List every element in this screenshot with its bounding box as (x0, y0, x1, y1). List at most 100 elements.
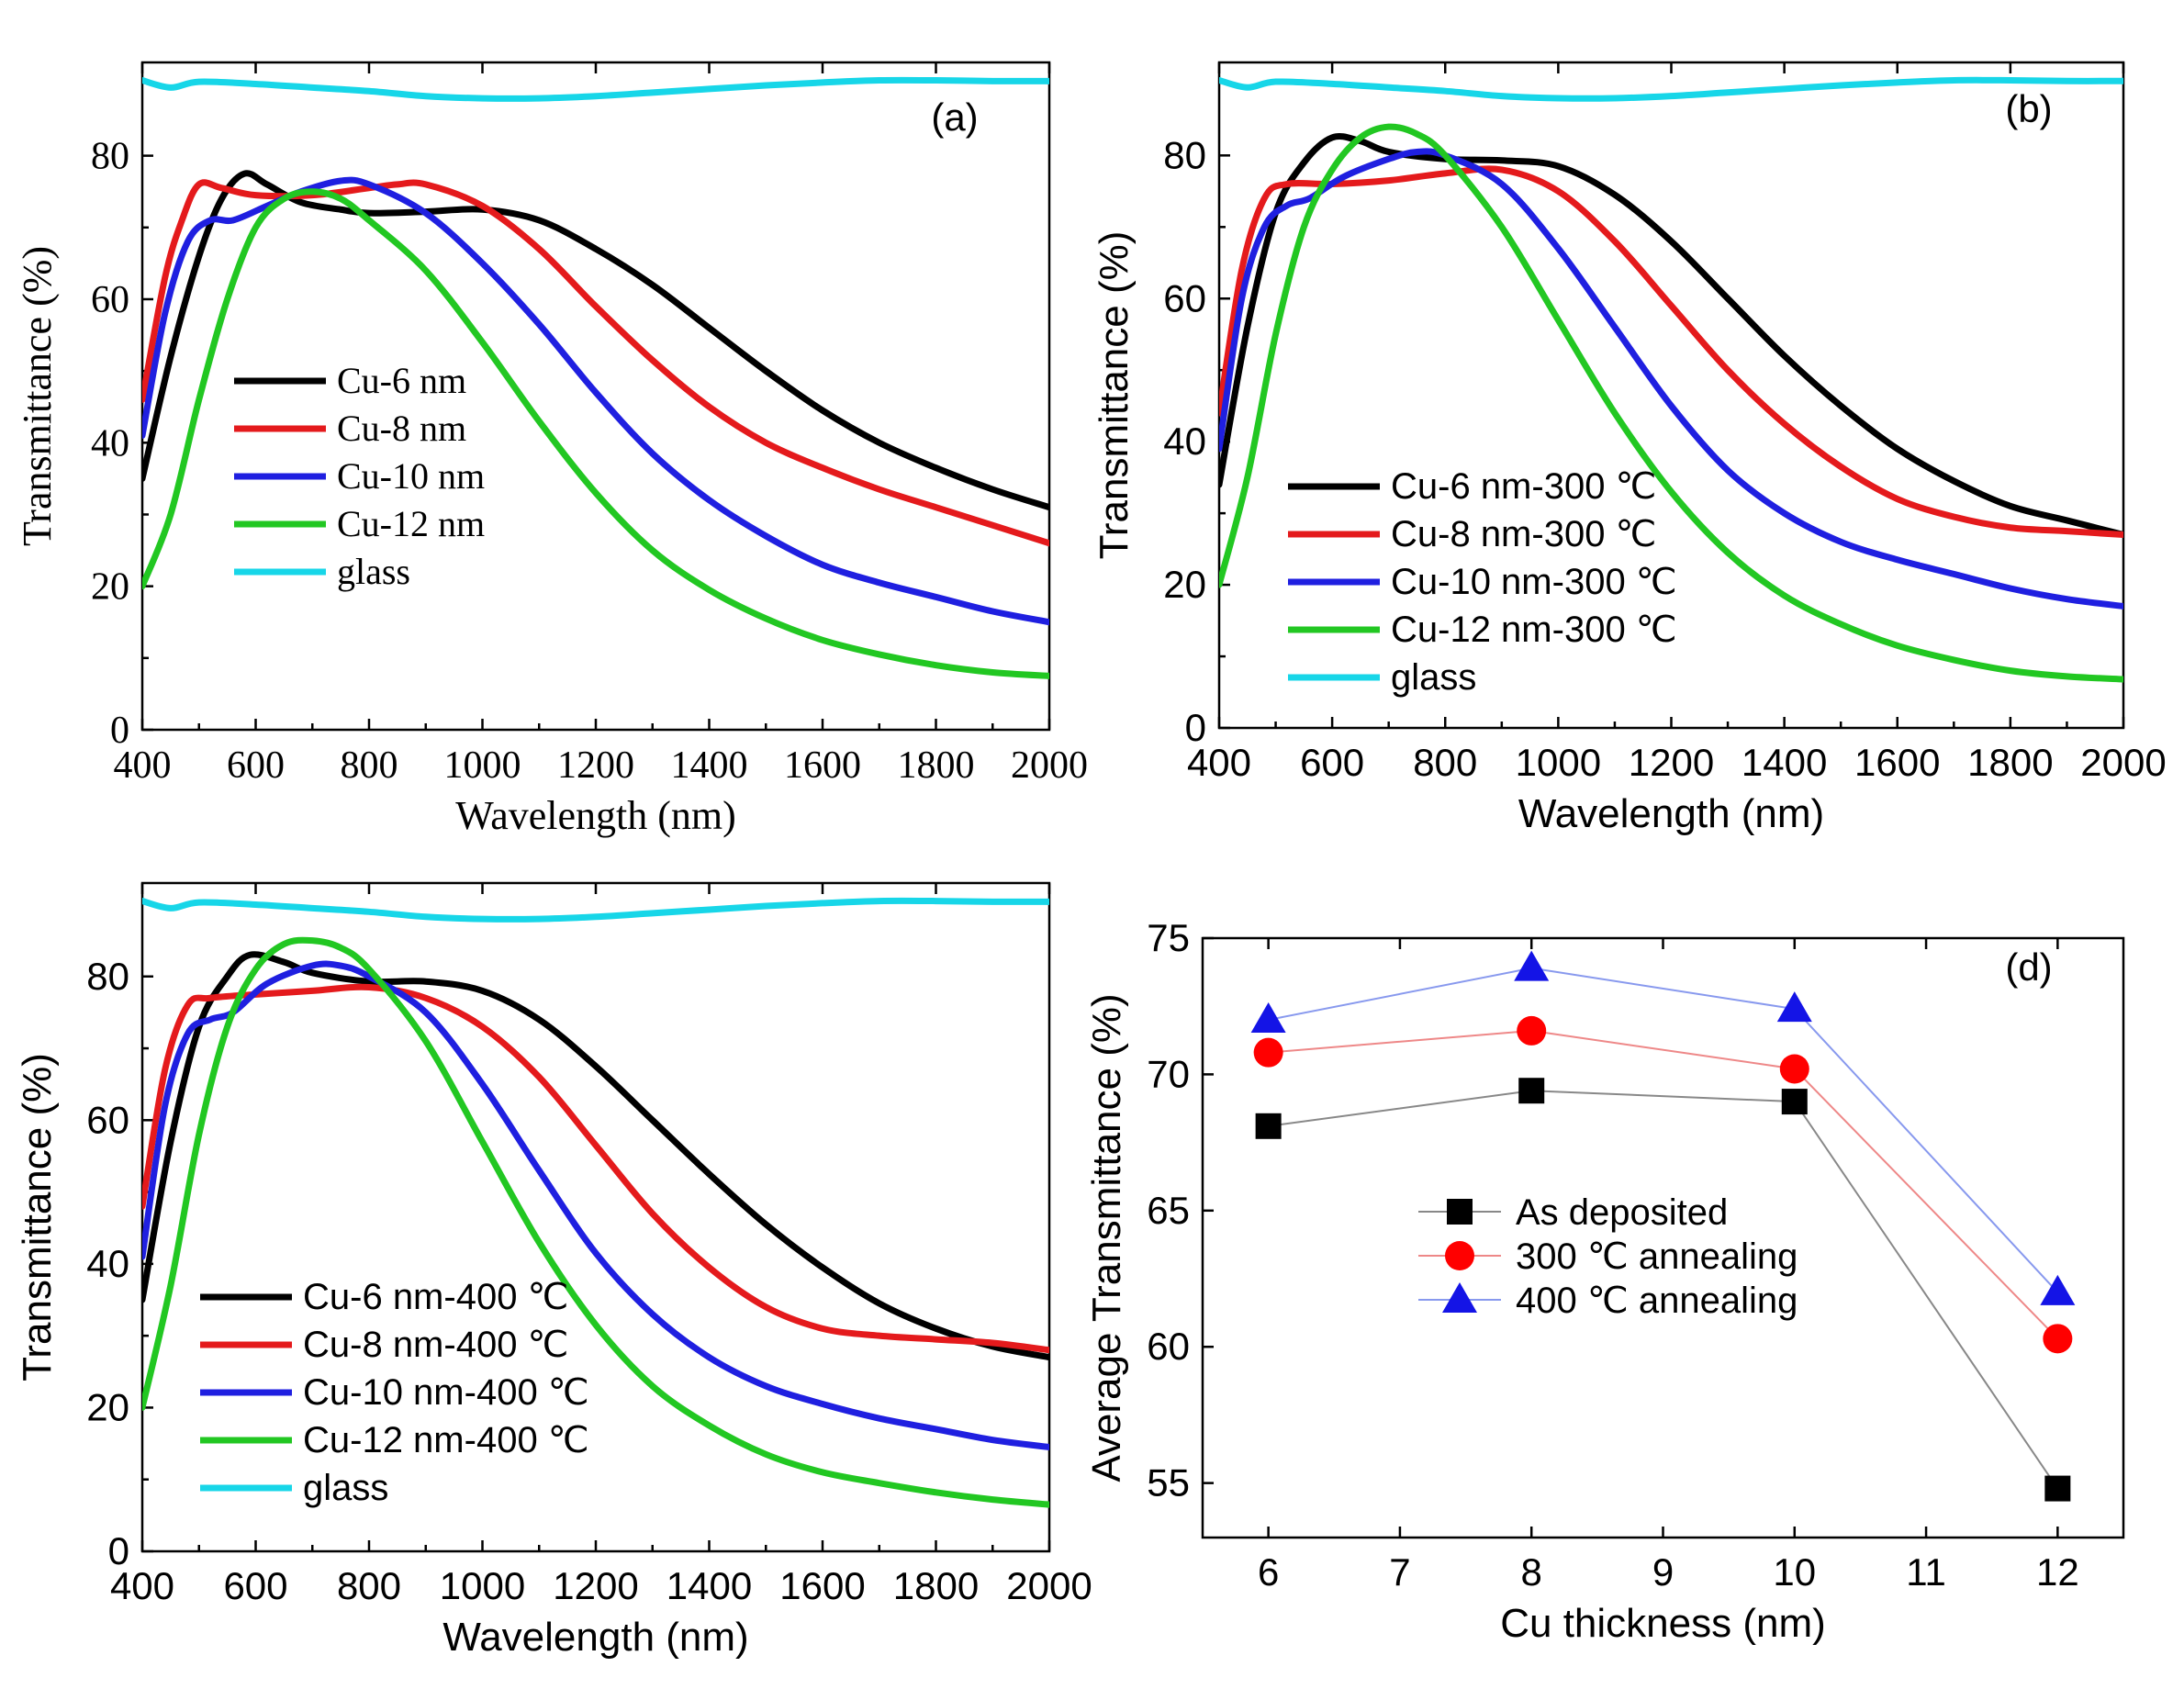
legend-label-3: Cu-12 nm (337, 503, 485, 544)
x-tick-label: 2000 (1011, 744, 1088, 787)
x-tick-label: 7 (1389, 1550, 1410, 1594)
x-tick-label: 1800 (1967, 741, 2053, 784)
legend-label-2: 400 ℃ annealing (1516, 1281, 1798, 1321)
chart-panel-a: 400 600 800 1000 1200 1400 1600 1800 2000 0 20 40 60… (15, 61, 1088, 838)
data-point-0-2 (1781, 1089, 1808, 1115)
x-tick-label: 1400 (666, 1564, 752, 1607)
series-line-4 (142, 76, 1049, 102)
series-line-4 (142, 897, 1049, 923)
panel-label: (a) (931, 95, 978, 139)
x-tick-label: 1800 (898, 744, 975, 787)
y-tick-label: 80 (1163, 133, 1206, 176)
x-tick-label: 1600 (1854, 741, 1940, 784)
series-line-3 (142, 936, 1049, 1508)
series-group (1219, 76, 2123, 683)
series-group (142, 76, 1049, 679)
y-tick-label: 80 (91, 136, 129, 178)
y-tick-label: 60 (86, 1098, 129, 1141)
x-tick-label: 1000 (444, 744, 521, 787)
y-tick-label: 40 (1163, 419, 1206, 463)
x-tick-label: 1000 (1516, 741, 1601, 784)
data-point-0-0 (1255, 1113, 1282, 1139)
y-tick-label: 20 (86, 1385, 129, 1428)
data-point-0-3 (2044, 1475, 2071, 1502)
x-tick-label: 1200 (553, 1564, 638, 1607)
x-axis-label: Cu thickness (nm) (1500, 1601, 1826, 1646)
x-tick-label: 1400 (1742, 741, 1827, 784)
x-tick-label: 1800 (893, 1564, 979, 1607)
legend-label-4: glass (303, 1468, 388, 1508)
x-tick-label: 1600 (779, 1564, 865, 1607)
legend: Cu-6 nm-400 ℃ Cu-8 nm-400 ℃ Cu-10 nm-400 ℃… (200, 1277, 589, 1508)
plot-frame (140, 881, 1051, 1553)
legend-label-2: Cu-10 nm-400 ℃ (303, 1372, 589, 1413)
series-line-0 (142, 170, 1049, 511)
x-tick-label: 600 (1300, 741, 1364, 784)
legend: Cu-6 nm-300 ℃ Cu-8 nm-300 ℃ Cu-10 nm-300 ℃… (1288, 466, 1677, 698)
y-tick-label: 65 (1147, 1189, 1190, 1232)
chart-panel-b: 400 600 800 1000 1200 1400 1600 1800 2000 0 20 40 60… (1092, 61, 2167, 836)
series-connector-1 (1268, 1029, 2059, 1340)
y-tick-label: 70 (1147, 1052, 1190, 1095)
x-tick-label: 800 (341, 744, 398, 787)
y-tick-label: 0 (110, 710, 129, 752)
x-tick-label: 2000 (1006, 1564, 1092, 1607)
data-point-0-1 (1518, 1078, 1545, 1104)
x-tick-label: 8 (1521, 1550, 1542, 1594)
x-tick-label: 600 (227, 744, 285, 787)
y-tick-label: 60 (91, 279, 129, 321)
series-line-3 (1219, 123, 2123, 683)
x-axis-label: Wavelength (nm) (1518, 791, 1824, 836)
y-tick-label: 55 (1147, 1461, 1190, 1504)
x-tick-label: 1200 (557, 744, 634, 787)
y-tick-label: 80 (86, 955, 129, 998)
y-tick-label: 0 (1185, 706, 1206, 749)
series-group (142, 897, 1049, 1508)
x-tick-label: 400 (114, 744, 172, 787)
y-tick-label: 75 (1147, 916, 1190, 959)
legend-marker-0 (1447, 1199, 1473, 1225)
x-tick-label: 600 (223, 1564, 287, 1607)
legend-label-0: As deposited (1516, 1192, 1728, 1233)
y-tick-label: 40 (86, 1242, 129, 1285)
data-point-1-2 (1779, 1054, 1809, 1084)
legend-label-3: Cu-12 nm-400 ℃ (303, 1420, 589, 1460)
legend-marker-1 (1445, 1241, 1474, 1270)
chart-panel-d: 6 7 8 9 10 11 12 55 60 65 70 75 Cu thickness (nm) Ave… (1084, 916, 2125, 1646)
series-line-3 (142, 188, 1049, 679)
legend-label-4: glass (1391, 657, 1476, 698)
legend-label-1: 300 ℃ annealing (1516, 1236, 1798, 1277)
x-tick-label: 1200 (1629, 741, 1714, 784)
legend-label-1: Cu-8 nm-400 ℃ (303, 1325, 568, 1365)
series-line-1 (1219, 165, 2123, 539)
x-tick-label: 400 (1187, 741, 1251, 784)
series-line-1 (142, 179, 1049, 547)
legend-label-2: Cu-10 nm (337, 455, 485, 497)
series-line-1 (142, 983, 1049, 1354)
x-tick-label: 400 (110, 1564, 174, 1607)
data-point-2-3 (2040, 1274, 2076, 1305)
x-tick-label: 9 (1652, 1550, 1674, 1594)
y-axis-label: Transmittance (%) (15, 246, 60, 546)
y-tick-label: 20 (1163, 563, 1206, 606)
series-connector-0 (1268, 1090, 2059, 1490)
x-tick-label: 11 (1906, 1550, 1946, 1594)
legend-label-1: Cu-8 nm (337, 408, 466, 449)
y-axis-label: Average Transmittance (%) (1084, 993, 1129, 1482)
x-axis-label: Wavelength (nm) (455, 793, 736, 838)
panel-label: (b) (2005, 87, 2052, 130)
data-point-2-1 (1514, 950, 1550, 981)
data-point-2-2 (1776, 991, 1812, 1023)
series-connector-2 (1268, 967, 2059, 1293)
legend-marker-2 (1442, 1282, 1477, 1313)
series-line-2 (1219, 148, 2123, 610)
y-tick-label: 60 (1147, 1325, 1190, 1368)
data-point-2-0 (1250, 1002, 1286, 1034)
y-tick-label: 0 (108, 1529, 129, 1572)
y-tick-label: 20 (91, 566, 129, 609)
y-axis-label: Transmittance (%) (15, 1053, 60, 1381)
data-point-1-3 (2043, 1324, 2073, 1354)
data-point-1-1 (1517, 1015, 1547, 1046)
